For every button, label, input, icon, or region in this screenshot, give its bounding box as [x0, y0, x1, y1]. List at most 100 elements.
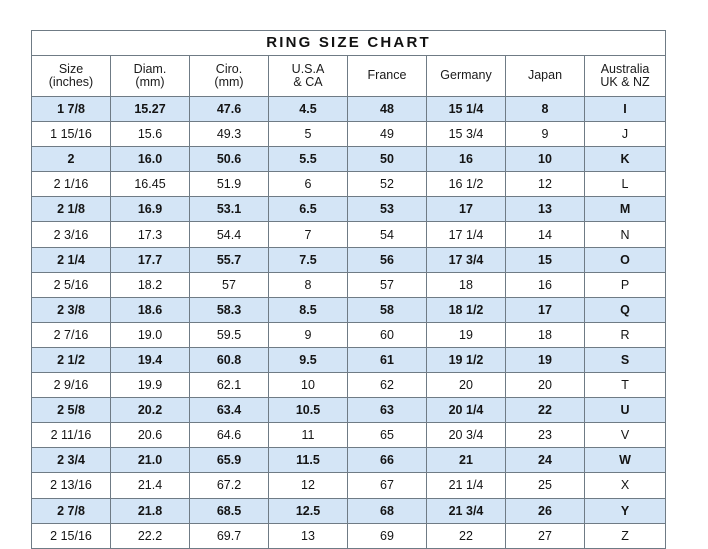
- cell-r14-c3: 11.5: [268, 447, 348, 474]
- table-row: 2 1/2 19.4 60.8 9.5 61 19 1/2 19 S: [31, 346, 667, 374]
- column-header-line1: U.S.A: [291, 61, 325, 76]
- cell-r1-c0: 1 15/16: [31, 121, 111, 148]
- column-header-line2: & CA: [293, 75, 323, 89]
- cell-r16-c1: 21.8: [110, 497, 190, 524]
- table-header-row: Size (inches) Diam. (mm) Ciro. (mm) U.S.A & CA F…: [31, 55, 667, 97]
- cell-r0-c0: 1 7/8: [31, 95, 111, 123]
- table-row: 2 1/16 16.45 51.9 6 52 16 1/2 12 L: [31, 171, 667, 198]
- cell-r15-c5: 21 1/4: [426, 472, 506, 499]
- column-header-line1: Germany: [440, 68, 492, 83]
- cell-r12-c0: 2 5/8: [31, 397, 111, 424]
- cell-r4-c0: 2 1/8: [31, 196, 111, 223]
- cell-r1-c3: 5: [268, 121, 348, 148]
- table-row: 2 7/16 19.0 59.5 9 60 19 18 R: [31, 321, 667, 348]
- column-header-line1: France: [367, 68, 407, 83]
- cell-r13-c6: 23: [505, 422, 585, 449]
- cell-r10-c2: 60.8: [189, 346, 269, 374]
- cell-r0-c2: 47.6: [189, 95, 269, 123]
- cell-r3-c2: 51.9: [189, 171, 269, 198]
- column-header-5: Germany: [426, 55, 506, 97]
- cell-r12-c4: 63: [347, 397, 427, 424]
- cell-r10-c6: 19: [505, 346, 585, 374]
- table-row: 2 3/16 17.3 54.4 7 54 17 1/4 14 N: [31, 221, 667, 248]
- cell-r14-c1: 21.0: [110, 447, 190, 474]
- cell-r9-c7: R: [583, 321, 667, 348]
- cell-r14-c5: 21: [426, 447, 506, 474]
- cell-r8-c4: 58: [347, 296, 427, 323]
- table-row: 2 9/16 19.9 62.1 10 62 20 20 T: [31, 372, 667, 399]
- cell-r12-c7: U: [583, 397, 667, 424]
- cell-r17-c5: 22: [426, 522, 506, 549]
- column-header-0: Size (inches): [31, 55, 111, 97]
- cell-r1-c2: 49.3: [189, 121, 269, 148]
- cell-r3-c4: 52: [347, 171, 427, 198]
- cell-r5-c1: 17.3: [110, 221, 190, 248]
- cell-r10-c1: 19.4: [110, 346, 190, 374]
- cell-r6-c3: 7.5: [268, 246, 348, 273]
- cell-r6-c0: 2 1/4: [31, 246, 111, 273]
- cell-r0-c4: 48: [347, 95, 427, 123]
- cell-r13-c2: 64.6: [189, 422, 269, 449]
- cell-r6-c7: O: [583, 246, 667, 273]
- cell-r13-c0: 2 11/16: [31, 422, 111, 449]
- cell-r9-c4: 60: [347, 321, 427, 348]
- cell-r3-c5: 16 1/2: [426, 171, 506, 198]
- cell-r14-c4: 66: [347, 447, 427, 474]
- table-row: 2 7/8 21.8 68.5 12.5 68 21 3/4 26 Y: [31, 497, 667, 524]
- cell-r17-c7: Z: [583, 522, 667, 549]
- cell-r15-c0: 2 13/16: [31, 472, 111, 499]
- cell-r5-c0: 2 3/16: [31, 221, 111, 248]
- cell-r5-c3: 7: [268, 221, 348, 248]
- cell-r4-c1: 16.9: [110, 196, 190, 223]
- cell-r6-c5: 17 3/4: [426, 246, 506, 273]
- cell-r14-c0: 2 3/4: [31, 447, 111, 474]
- table-row: 1 15/16 15.6 49.3 5 49 15 3/4 9 J: [31, 121, 667, 148]
- ring-size-chart-table: RING SIZE CHART Size (inches) Diam. (mm) Cir…: [30, 30, 667, 549]
- cell-r1-c4: 49: [347, 121, 427, 148]
- column-header-4: France: [347, 55, 427, 97]
- cell-r10-c0: 2 1/2: [31, 346, 111, 374]
- cell-r5-c6: 14: [505, 221, 585, 248]
- column-header-1: Diam. (mm): [110, 55, 190, 97]
- cell-r8-c3: 8.5: [268, 296, 348, 323]
- table-row: 2 13/16 21.4 67.2 12 67 21 1/4 25 X: [31, 472, 667, 499]
- cell-r12-c1: 20.2: [110, 397, 190, 424]
- cell-r6-c4: 56: [347, 246, 427, 273]
- column-header-line2: (mm): [214, 75, 244, 89]
- cell-r16-c7: Y: [583, 497, 667, 524]
- column-header-line1: Japan: [527, 68, 563, 83]
- table-row: 2 3/8 18.6 58.3 8.5 58 18 1/2 17 Q: [31, 296, 667, 323]
- cell-r3-c0: 2 1/16: [31, 171, 111, 198]
- cell-r8-c5: 18 1/2: [426, 296, 506, 323]
- cell-r0-c3: 4.5: [268, 95, 348, 123]
- cell-r3-c3: 6: [268, 171, 348, 198]
- cell-r3-c6: 12: [505, 171, 585, 198]
- cell-r5-c4: 54: [347, 221, 427, 248]
- cell-r13-c4: 65: [347, 422, 427, 449]
- cell-r11-c6: 20: [505, 372, 585, 399]
- cell-r17-c1: 22.2: [110, 522, 190, 549]
- column-header-3: U.S.A & CA: [268, 55, 348, 97]
- cell-r9-c2: 59.5: [189, 321, 269, 348]
- cell-r16-c3: 12.5: [268, 497, 348, 524]
- cell-r17-c2: 69.7: [189, 522, 269, 549]
- cell-r10-c4: 61: [347, 346, 427, 374]
- cell-r8-c2: 58.3: [189, 296, 269, 323]
- cell-r16-c6: 26: [505, 497, 585, 524]
- cell-r8-c1: 18.6: [110, 296, 190, 323]
- cell-r2-c5: 16: [426, 146, 506, 173]
- cell-r14-c6: 24: [505, 447, 585, 474]
- column-header-line1: Diam.: [133, 61, 167, 76]
- cell-r10-c5: 19 1/2: [426, 346, 506, 374]
- cell-r11-c5: 20: [426, 372, 506, 399]
- cell-r7-c7: P: [583, 271, 667, 298]
- cell-r13-c1: 20.6: [110, 422, 190, 449]
- column-header-line1: Australia: [600, 61, 650, 76]
- cell-r1-c1: 15.6: [110, 121, 190, 148]
- cell-r7-c4: 57: [347, 271, 427, 298]
- cell-r4-c7: M: [583, 196, 667, 223]
- page-title: RING SIZE CHART: [30, 30, 667, 56]
- cell-r1-c5: 15 3/4: [426, 121, 506, 148]
- column-header-7: Australia UK & NZ: [583, 55, 667, 97]
- ring-size-chart-container: RING SIZE CHART Size (inches) Diam. (mm) Cir…: [30, 30, 667, 549]
